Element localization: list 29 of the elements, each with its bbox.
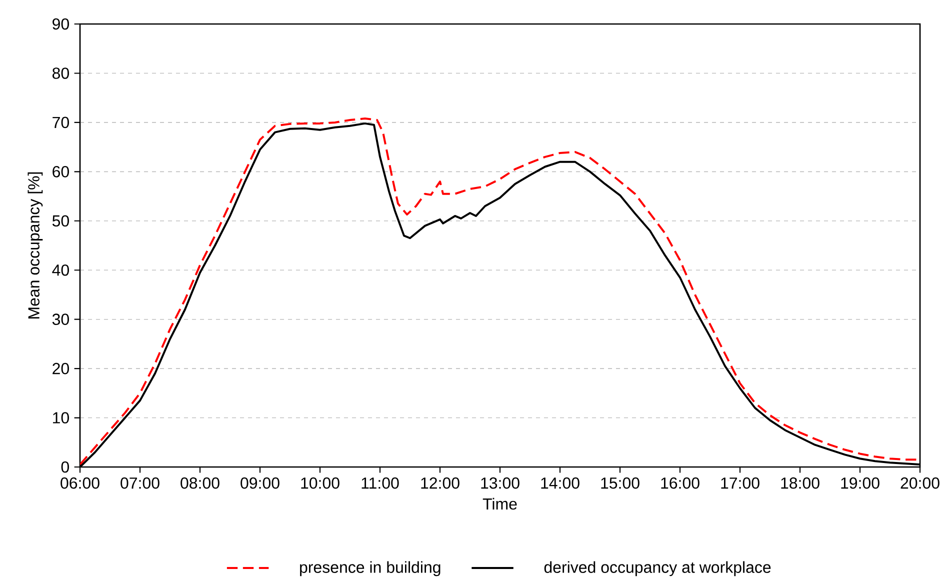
x-tick-label: 07:00	[120, 477, 160, 489]
x-tick-label: 16:00	[661, 477, 700, 489]
x-tick-label: 19:00	[841, 477, 880, 489]
x-tick-label: 14:00	[541, 477, 580, 489]
x-tick-label: 18:00	[781, 477, 820, 489]
x-tick-label: 11:00	[362, 477, 399, 489]
x-tick-label: 10:00	[301, 477, 340, 489]
x-tick-label: 08:00	[180, 477, 220, 489]
y-tick-label: 30	[52, 314, 69, 325]
y-tick-label: 10	[53, 412, 69, 424]
x-axis-title: Time	[482, 498, 517, 510]
legend-label: derived occupancy at workplace	[544, 561, 771, 576]
x-tick-label: 15:00	[601, 477, 640, 489]
y-tick-label: 70	[52, 116, 69, 128]
y-tick-label: 60	[52, 166, 69, 178]
y-tick-label: 90	[52, 18, 69, 30]
x-tick-label: 09:00	[240, 477, 280, 489]
y-axis-title: Mean occupancy [%]	[28, 172, 43, 318]
y-tick-label: 80	[52, 68, 69, 79]
x-tick-label: 12:00	[421, 477, 460, 489]
x-tick-label: 20:00	[900, 477, 940, 489]
x-tick-label: 06:00	[60, 477, 100, 489]
y-tick-label: 40	[52, 264, 69, 276]
y-tick-label: 50	[52, 215, 69, 227]
legend-label: presence in building	[300, 561, 440, 576]
x-tick-label: 13:00	[481, 477, 520, 489]
y-tick-label: 20	[52, 362, 69, 374]
x-tick-label: 17:00	[721, 477, 760, 489]
y-tick-label: 0	[61, 461, 69, 473]
